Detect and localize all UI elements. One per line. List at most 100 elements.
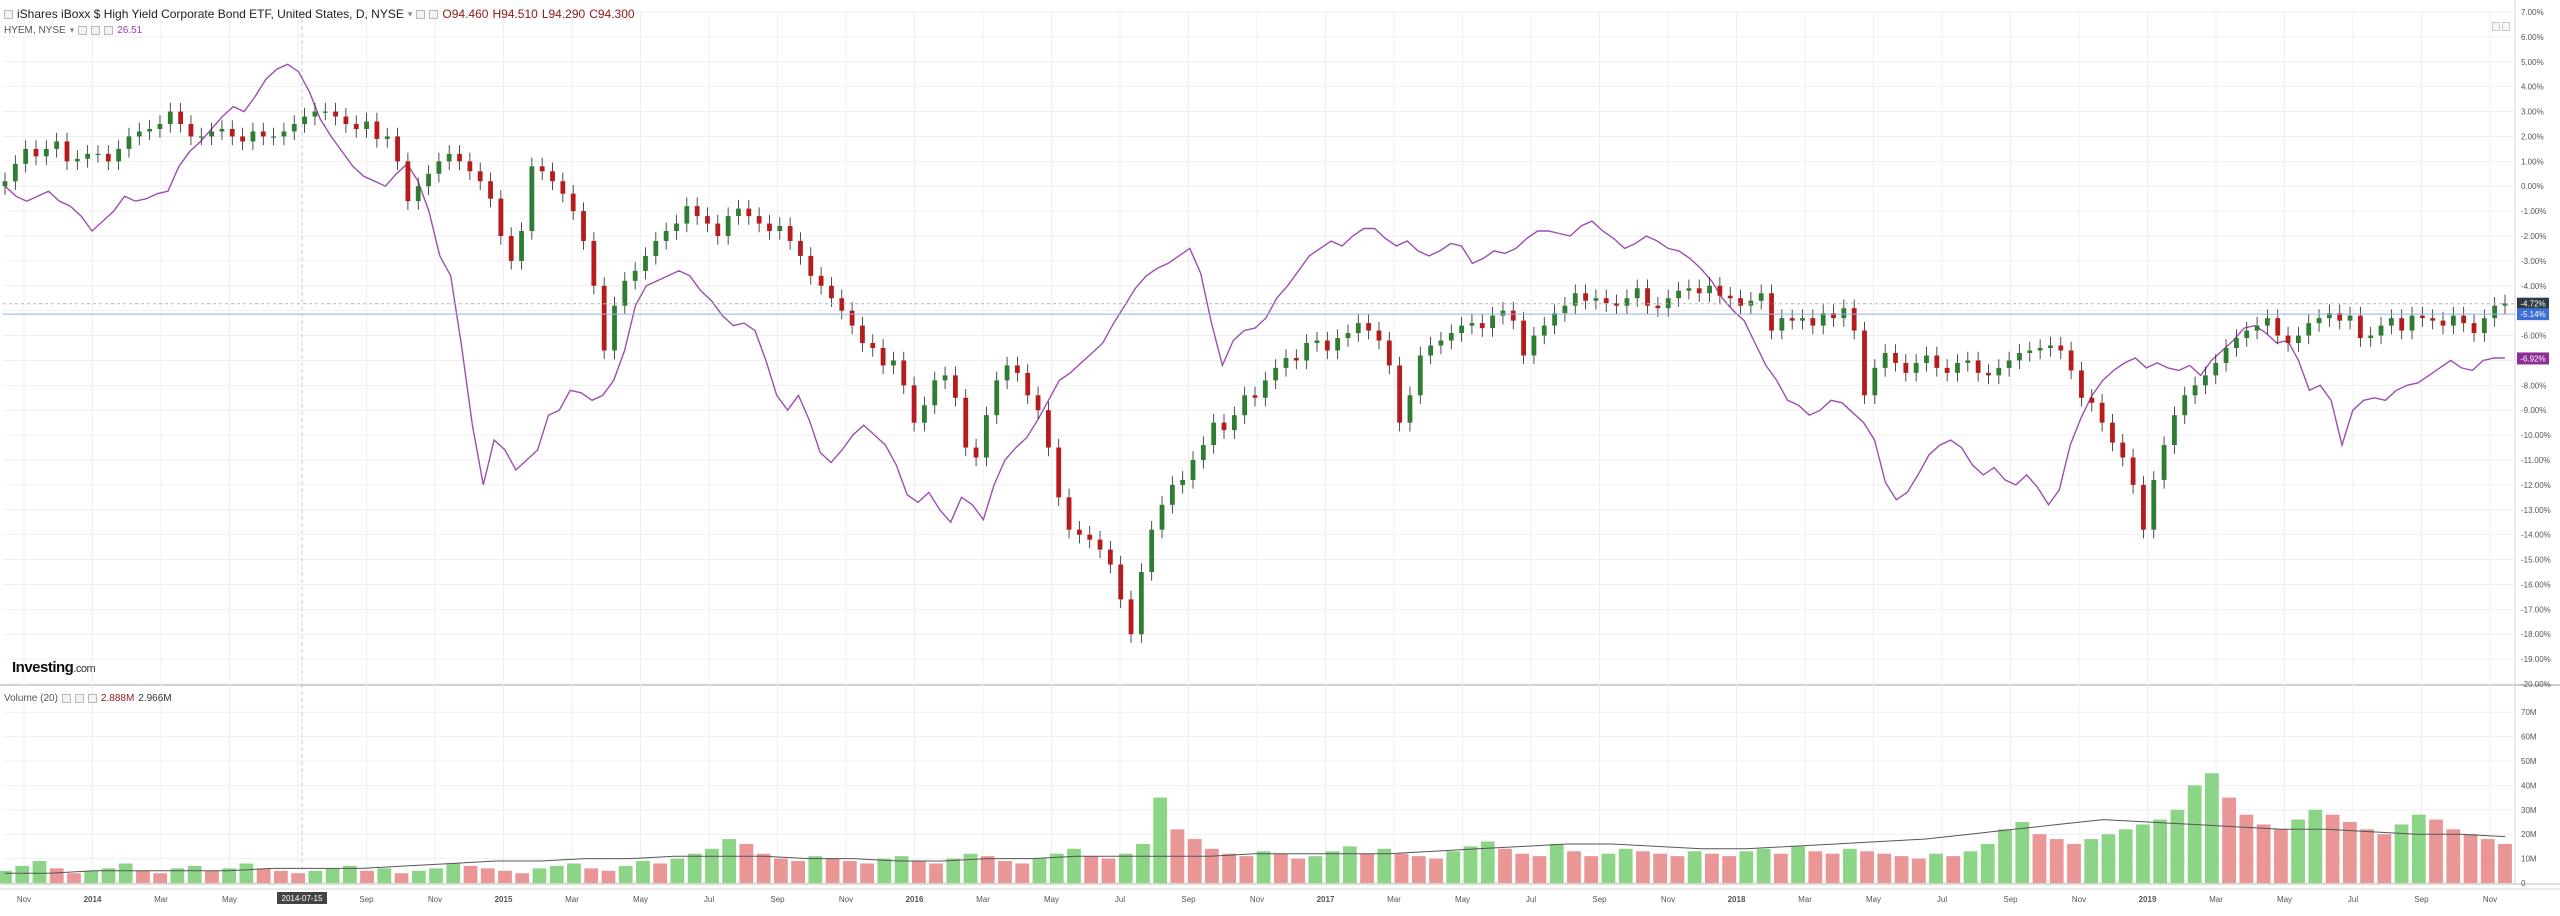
candle-body [2450,315,2456,326]
pane-maximize-icon[interactable] [2492,22,2500,31]
volume-bar [532,868,547,883]
candle-body [1676,290,1681,299]
volume-bar [1067,848,1081,883]
volume-bar [1618,848,1633,883]
candle-body [1655,305,1661,309]
instrument-title[interactable]: iShares iBoxx $ High Yield Corporate Bon… [17,7,404,21]
y-tick-label: 5.00% [2521,58,2544,67]
candle-body [932,380,938,406]
volume-bar [1394,853,1409,883]
candle-body [736,208,741,217]
candle-body [2502,303,2508,306]
candle-body [2068,350,2074,371]
candle-body [1738,298,1743,306]
candle-body [1283,357,1289,368]
candle-body [1293,357,1299,361]
candle-body [1314,340,1320,344]
volume-close-icon[interactable] [87,694,97,703]
pane-controls [2492,22,2510,31]
volume-bar [1842,848,1857,883]
candle-body [1572,293,1578,306]
dropdown-caret-icon[interactable]: ▾ [407,8,413,19]
volume-bar [2032,834,2047,883]
candle-body [384,136,390,139]
candle-body [715,223,721,236]
candle-body [1221,422,1227,431]
candle-body [467,161,473,172]
volume-bar [2480,839,2495,883]
candle-body [601,285,607,351]
candle-body [312,111,318,117]
volume-bar [636,861,650,883]
x-tick-label: May [1455,895,1470,904]
comparison-label[interactable]: HYEM, NYSE [4,25,66,36]
comparison-settings-icon[interactable] [91,26,101,35]
volume-bar [136,870,150,883]
volume-bar [2411,814,2426,883]
price-tag-label: -6.92% [2520,354,2545,363]
candle-body [12,163,18,182]
volume-bar [1911,858,1926,883]
candle-body [2285,335,2291,344]
y-tick-label: -2.00% [2521,232,2546,241]
close-icon[interactable] [429,9,439,19]
volume-bar [808,856,823,883]
x-tick-label: May [2277,895,2292,904]
candle-body [1769,293,1774,331]
volume-bar [1532,856,1547,883]
volume-bar [1153,797,1168,883]
candle-body [1707,285,1712,294]
volume-bar [2325,814,2340,883]
candle-body [2141,484,2146,530]
candle-body [994,380,1000,416]
x-tick-label: Mar [565,895,579,904]
comparison-caret-icon[interactable]: ▾ [69,25,75,35]
volume-bar [325,868,340,883]
pane-restore-icon[interactable] [2502,22,2510,31]
volume-bar [360,870,374,883]
comparison-close-icon[interactable] [104,26,114,35]
x-tick-label: Nov [1661,895,1675,904]
volume-bar [1946,856,1961,883]
volume-bar [1791,846,1805,883]
candle-body [415,186,421,202]
volume-bar [1653,853,1668,883]
candle-body [2306,323,2312,336]
volume-bar [2187,785,2202,883]
volume-bar [2153,819,2168,883]
candle-body [839,298,845,311]
candle-body [2058,345,2064,351]
candle-body [2326,313,2332,319]
settings-icon[interactable] [416,9,426,19]
candle-body [984,415,989,458]
volume-bar [2446,829,2461,883]
volume-settings-icon[interactable] [74,694,84,703]
price-tag [2517,297,2549,310]
volume-bar [1601,853,1616,883]
x-tick-label: Sep [359,895,374,904]
candle-body [942,375,948,381]
volume-bar [1411,856,1426,883]
volume-bar [739,843,754,883]
volume-bar [308,870,323,883]
volume-bar [101,868,116,883]
volume-bar [1187,839,1202,883]
volume-bar [0,870,12,883]
candle-body [1841,308,1847,319]
candle-body [333,111,338,117]
volume-bar [1549,843,1564,883]
candle-body [1603,298,1609,304]
volume-label[interactable]: Volume (20) [4,693,58,704]
volume-visibility-icon[interactable] [61,694,71,703]
comparison-visibility-icon[interactable] [78,26,88,35]
x-tick-label: Jul [1526,895,1536,904]
candle-body [116,148,122,162]
candle-body [508,236,514,261]
collapse-icon[interactable] [4,9,13,19]
y-tick-label: 7.00% [2521,8,2544,17]
candle-body [756,216,762,224]
candle-body [1696,288,1702,294]
volume-bar [2136,824,2150,883]
